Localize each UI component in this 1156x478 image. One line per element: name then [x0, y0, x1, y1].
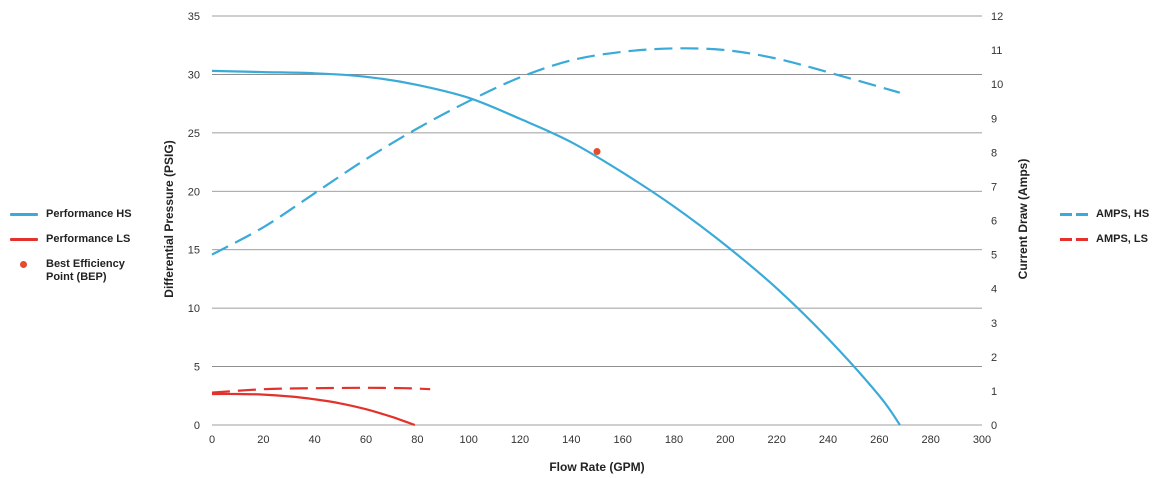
y-tick-label: 5: [194, 362, 200, 374]
legend-label: AMPS, LS: [1096, 233, 1148, 245]
legend-right: AMPS, HS AMPS, LS: [1060, 208, 1156, 258]
x-tick-label: 220: [767, 434, 785, 446]
bep-point: [593, 148, 601, 156]
y2-tick-label: 5: [991, 250, 997, 262]
legend-item-performance-hs: Performance HS: [10, 208, 150, 221]
y-tick-label: 0: [194, 420, 200, 432]
y-tick-label: 25: [188, 128, 200, 140]
x-tick-label: 280: [921, 434, 939, 446]
y-tick-label: 35: [188, 11, 200, 23]
legend-label: Performance HS: [46, 208, 132, 220]
series-amps-hs: [211, 47, 901, 256]
y-tick-label: 20: [188, 186, 200, 198]
y-tick-label: 15: [188, 245, 200, 257]
x-tick-label: 100: [459, 434, 477, 446]
x-tick-label: 260: [870, 434, 888, 446]
legend-left: Performance HS Performance LS Best Effic…: [10, 208, 150, 296]
x-tick-label: 200: [716, 434, 734, 446]
legend-label: AMPS, HS: [1096, 208, 1150, 220]
y2-axis-title: Current Draw (Amps): [1016, 159, 1030, 280]
y-tick-label: 30: [188, 69, 200, 81]
x-tick-label: 240: [819, 434, 837, 446]
y2-tick-label: 9: [991, 113, 997, 125]
series-performance-ls: [211, 392, 416, 427]
legend-item-performance-ls: Performance LS: [10, 233, 150, 246]
x-tick-label: 180: [665, 434, 683, 446]
y2-tick-label: 2: [991, 352, 997, 364]
y2-tick-label: 4: [991, 284, 997, 296]
y2-tick-label: 11: [991, 45, 1002, 57]
legend-item-amps-ls: AMPS, LS: [1060, 233, 1156, 246]
legend-item-amps-hs: AMPS, HS: [1060, 208, 1156, 221]
x-tick-label: 60: [360, 434, 372, 446]
legend-swatch-amps-hs: [1060, 208, 1088, 220]
legend-swatch-bep: [10, 258, 38, 270]
x-tick-label: 160: [613, 434, 631, 446]
y2-tick-label: 12: [991, 11, 1003, 23]
series-performance-hs: [211, 69, 901, 426]
legend-swatch-amps-ls: [1060, 233, 1088, 245]
legend-swatch-performance-ls: [10, 233, 38, 245]
x-tick-label: 20: [257, 434, 269, 446]
legend-item-bep: Best Efficiency Point (BEP): [10, 258, 150, 284]
legend-label: Performance LS: [46, 233, 131, 245]
gridlines: [212, 15, 982, 426]
x-tick-label: 300: [973, 434, 991, 446]
x-tick-label: 0: [209, 434, 215, 446]
x-tick-label: 40: [309, 434, 321, 446]
y2-tick-label: 1: [991, 386, 997, 398]
y2-tick-label: 3: [991, 318, 997, 330]
x-tick-label: 80: [411, 434, 423, 446]
y2-tick-label: 6: [991, 216, 997, 228]
legend-label: Best Efficiency Point (BEP): [46, 258, 125, 283]
y2-tick-label: 7: [991, 181, 997, 193]
y2-tick-label: 8: [991, 147, 997, 159]
series-amps-ls: [211, 386, 431, 394]
legend-swatch-performance-hs: [10, 208, 38, 220]
x-tick-label: 120: [511, 434, 529, 446]
y2-tick-label: 10: [991, 79, 1003, 91]
x-axis-title: Flow Rate (GPM): [549, 460, 644, 474]
y2-tick-label: 0: [991, 420, 997, 432]
series-lines: [211, 47, 901, 427]
y-axis-title: Differential Pressure (PSIG): [162, 140, 176, 297]
y-tick-label: 10: [188, 303, 200, 315]
x-tick-label: 140: [562, 434, 580, 446]
